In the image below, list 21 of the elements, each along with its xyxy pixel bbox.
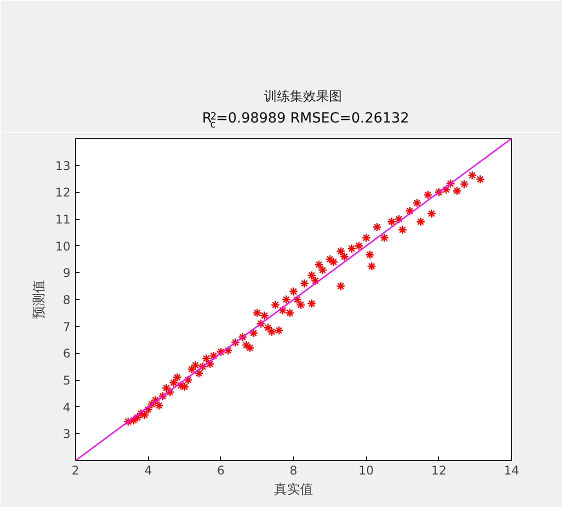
y-tick-label: 7	[62, 320, 71, 334]
y-tick-label: 13	[55, 158, 71, 173]
y-tick-label: 11	[55, 212, 71, 226]
x-tick-label: 8	[290, 464, 298, 478]
x-tick-label: 6	[217, 464, 225, 478]
y-tick-label: 8	[62, 293, 71, 307]
x-axis-title: 真实值	[274, 482, 313, 498]
y-tick-label: 4	[62, 400, 71, 414]
x-tick-label: 2	[72, 464, 80, 478]
x-tick-label: 14	[504, 464, 520, 478]
x-tick-label: 10	[358, 464, 374, 478]
y-tick-label: 12	[55, 186, 71, 200]
y-tick-label: 10	[55, 239, 71, 254]
x-tick-label: 4	[144, 464, 152, 478]
y-tick-label: 9	[62, 266, 71, 280]
y-tick-label: 6	[62, 346, 71, 361]
chart-title: 训练集效果图	[264, 90, 342, 104]
y-axis-title: 预测值	[32, 280, 48, 319]
x-tick-label: 12	[431, 464, 446, 478]
y-tick-label: 3	[62, 427, 71, 442]
y-tick-label: 5	[62, 374, 71, 388]
